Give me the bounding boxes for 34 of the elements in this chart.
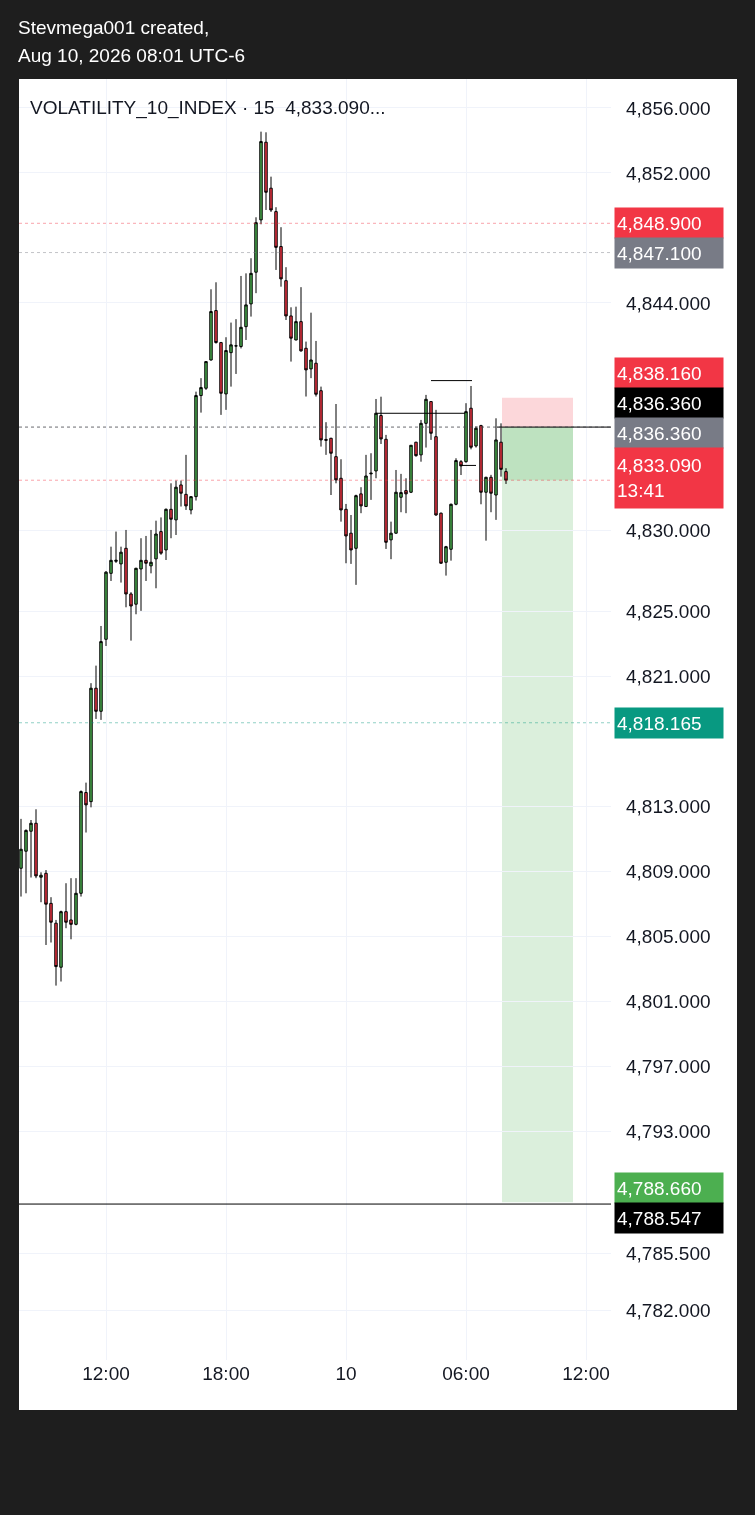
ref-line-label: 4,847.100 [617, 242, 702, 264]
ref-line-label: 4,836.360 [617, 392, 702, 414]
y-tick-label: 4,825.000 [626, 601, 711, 623]
candlestick [369, 452, 373, 501]
y-tick-label: 4,793.000 [626, 1121, 711, 1143]
y-tick-label: 4,782.000 [626, 1300, 711, 1322]
candlestick [254, 216, 258, 294]
y-tick-label: 4,797.000 [626, 1056, 711, 1078]
y-tick-label: 4,785.500 [626, 1243, 711, 1265]
ref-line-label: 4,848.900 [617, 212, 702, 234]
x-tick-label: 18:00 [202, 1363, 250, 1384]
y-tick-label: 4,813.000 [626, 796, 711, 818]
x-tick-label: 12:00 [562, 1363, 610, 1384]
band-label: 4,788.660 [617, 1177, 702, 1199]
y-tick-label: 4,809.000 [626, 861, 711, 883]
band-label: 4,838.160 [617, 362, 702, 384]
ref-line-label: 4,833.090 13:41 [617, 455, 702, 501]
y-tick-label: 4,821.000 [626, 666, 711, 688]
text: Stevmega001 created, [18, 16, 211, 40]
y-tick-label: 4,830.000 [626, 520, 711, 542]
y-tick-label: 4,801.000 [626, 991, 711, 1013]
x-tick-label: 12:00 [82, 1363, 130, 1384]
ref-line-label: 4,818.165 [617, 712, 702, 734]
y-tick-label: 4,852.000 [626, 162, 711, 184]
y-tick-label: 4,856.000 [626, 97, 711, 119]
candlestick [504, 467, 508, 485]
ref-line-label: 4,788.547 [617, 1207, 702, 1229]
y-tick-label: 4,844.000 [626, 292, 711, 314]
ref-line-label: 4,836.360 [617, 422, 702, 444]
y-tick-label: 4,805.000 [626, 926, 711, 948]
x-tick-label: 06:00 [442, 1363, 490, 1384]
text: Aug 10, 2026 08:01 UTC-6 [18, 44, 246, 68]
text: VOLATILITY_10_INDEX · 15 4,833.090... [30, 97, 386, 119]
x-tick-label: 10 [335, 1363, 357, 1384]
